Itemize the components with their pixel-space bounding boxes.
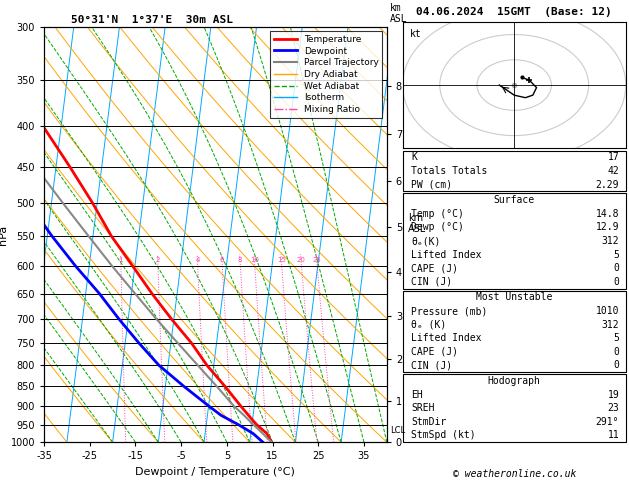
Text: SREH: SREH [411, 403, 435, 413]
Text: CIN (J): CIN (J) [411, 361, 453, 370]
Text: 4: 4 [196, 257, 200, 263]
Text: Totals Totals: Totals Totals [411, 166, 488, 176]
Text: θₑ (K): θₑ (K) [411, 320, 447, 330]
Text: kt: kt [410, 30, 422, 39]
Text: Pressure (mb): Pressure (mb) [411, 306, 488, 316]
Text: 312: 312 [601, 320, 619, 330]
Text: 5: 5 [613, 250, 619, 260]
Text: StmSpd (kt): StmSpd (kt) [411, 431, 476, 440]
Text: K: K [411, 153, 418, 162]
Text: 8: 8 [238, 257, 242, 263]
Text: CIN (J): CIN (J) [411, 277, 453, 287]
Text: CAPE (J): CAPE (J) [411, 347, 459, 357]
Text: 0: 0 [613, 263, 619, 273]
X-axis label: Dewpoint / Temperature (°C): Dewpoint / Temperature (°C) [135, 467, 296, 477]
Text: Lifted Index: Lifted Index [411, 333, 482, 343]
Text: Dewp (°C): Dewp (°C) [411, 223, 464, 232]
Text: 15: 15 [277, 257, 286, 263]
Text: 50°31'N  1°37'E  30m ASL: 50°31'N 1°37'E 30m ASL [72, 15, 233, 25]
Text: Lifted Index: Lifted Index [411, 250, 482, 260]
Text: 11: 11 [608, 431, 619, 440]
Text: 1010: 1010 [596, 306, 619, 316]
Text: 25: 25 [313, 257, 321, 263]
Text: 5: 5 [613, 333, 619, 343]
Text: 42: 42 [608, 166, 619, 176]
Text: 0: 0 [613, 277, 619, 287]
Text: 291°: 291° [596, 417, 619, 427]
Text: LCL: LCL [390, 426, 405, 435]
Text: 20: 20 [297, 257, 306, 263]
Text: Surface: Surface [494, 195, 535, 205]
Text: 1: 1 [119, 257, 123, 263]
Text: 10: 10 [250, 257, 259, 263]
Legend: Temperature, Dewpoint, Parcel Trajectory, Dry Adiabat, Wet Adiabat, Isotherm, Mi: Temperature, Dewpoint, Parcel Trajectory… [270, 31, 382, 118]
Text: 312: 312 [601, 236, 619, 246]
Text: 04.06.2024  15GMT  (Base: 12): 04.06.2024 15GMT (Base: 12) [416, 7, 612, 17]
Text: 17: 17 [608, 153, 619, 162]
Text: 2.29: 2.29 [596, 180, 619, 190]
Text: 12.9: 12.9 [596, 223, 619, 232]
Text: CAPE (J): CAPE (J) [411, 263, 459, 273]
Text: 19: 19 [608, 390, 619, 399]
Text: StmDir: StmDir [411, 417, 447, 427]
Text: θₑ(K): θₑ(K) [411, 236, 441, 246]
Text: 0: 0 [613, 347, 619, 357]
Text: EH: EH [411, 390, 423, 399]
Text: km
ASL: km ASL [390, 3, 408, 24]
Text: 14.8: 14.8 [596, 209, 619, 219]
Text: Temp (°C): Temp (°C) [411, 209, 464, 219]
Text: 0: 0 [613, 361, 619, 370]
Text: Most Unstable: Most Unstable [476, 293, 552, 302]
Text: © weatheronline.co.uk: © weatheronline.co.uk [452, 469, 576, 479]
Y-axis label: hPa: hPa [0, 225, 8, 244]
Text: 23: 23 [608, 403, 619, 413]
Y-axis label: km
ASL: km ASL [408, 213, 426, 235]
Text: PW (cm): PW (cm) [411, 180, 453, 190]
Text: 2: 2 [155, 257, 160, 263]
Text: Hodograph: Hodograph [487, 376, 541, 386]
Text: 6: 6 [220, 257, 225, 263]
